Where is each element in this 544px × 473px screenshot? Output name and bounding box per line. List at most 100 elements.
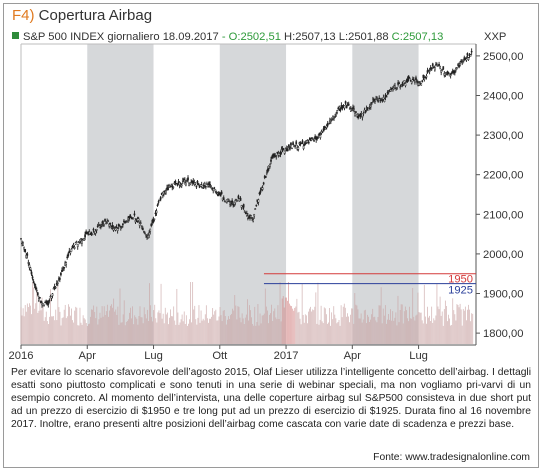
candle-body	[181, 179, 184, 182]
instrument-label: S&P 500 INDEX giornaliero 18.09.2017	[23, 31, 219, 43]
candle-body	[421, 80, 424, 83]
candle-body	[414, 81, 416, 83]
candle-body	[118, 225, 121, 227]
candle-body	[258, 192, 261, 195]
candle-body	[108, 223, 111, 227]
candle-body	[407, 75, 410, 79]
candle-body	[67, 253, 70, 257]
candle-body	[102, 220, 104, 224]
candle-body	[282, 148, 285, 150]
candle-body	[343, 105, 346, 109]
candle-body	[355, 111, 357, 113]
candle-body	[262, 182, 265, 185]
x-tick-label-2: Lug	[144, 350, 163, 362]
candle-body	[264, 175, 267, 178]
candle-body	[83, 238, 85, 241]
candle-body	[410, 80, 413, 84]
x-tick-label-1: Apr	[79, 350, 97, 362]
candle-body	[24, 249, 27, 253]
candle-body	[359, 114, 362, 118]
y-tick-label-6: 2400,00	[483, 90, 523, 102]
candle-body	[369, 105, 372, 108]
candle-body	[353, 108, 355, 110]
candle-body	[90, 231, 93, 235]
candle-body	[367, 108, 370, 111]
candle-body	[155, 210, 158, 214]
high-value: H:2507,13	[284, 31, 336, 43]
candle-body	[349, 108, 352, 112]
candle-body	[165, 190, 167, 194]
candle-body	[334, 116, 336, 118]
candle-body	[351, 108, 353, 110]
candle-body	[54, 286, 57, 289]
candle-body	[261, 187, 264, 190]
candle-body	[80, 238, 82, 242]
candle-body	[116, 228, 119, 231]
candle-body	[132, 217, 135, 220]
candle-body	[240, 205, 243, 208]
candle-body	[420, 83, 423, 86]
candle-body	[422, 74, 425, 78]
candle-body	[154, 212, 157, 215]
candle-body	[107, 220, 110, 222]
candle-body	[234, 200, 237, 204]
candle-body	[138, 223, 141, 226]
candle-body	[126, 221, 128, 223]
candle-body	[250, 215, 252, 218]
candle-body	[330, 119, 332, 122]
y-tick-label-0: 1800,00	[483, 328, 523, 340]
x-tick-label-4: 2017	[274, 350, 299, 362]
candle-body	[384, 94, 387, 98]
candle-body	[209, 183, 211, 186]
candle-body	[254, 208, 257, 210]
candle-body	[171, 185, 174, 188]
candle-body	[29, 267, 32, 270]
candle-body	[311, 137, 313, 140]
candle-body	[52, 288, 55, 290]
candle-body	[313, 140, 315, 142]
candle-body	[456, 67, 458, 70]
candle-body	[156, 204, 159, 207]
candle-body	[222, 197, 225, 200]
candle-body	[227, 198, 229, 202]
candle-body	[251, 217, 253, 219]
candle-body	[48, 299, 51, 302]
candle-body	[440, 70, 443, 73]
y-tick-label-7: 2500,00	[483, 51, 523, 63]
candle-body	[124, 222, 126, 224]
candle-body	[73, 246, 76, 249]
candle-body	[297, 147, 300, 150]
candle-body	[152, 219, 155, 223]
candle-body	[362, 112, 365, 115]
candle-body	[61, 269, 63, 273]
candle-body	[242, 204, 245, 208]
candle-body	[453, 71, 456, 74]
candle-body	[187, 177, 189, 181]
candle-body	[438, 63, 440, 66]
candle-body	[65, 262, 68, 265]
candle-body	[401, 83, 404, 86]
candle-body	[106, 221, 108, 223]
candle-body	[450, 72, 453, 75]
candle-body	[86, 232, 89, 235]
candle-body	[63, 266, 65, 269]
candle-body	[129, 214, 132, 218]
candle-body	[115, 226, 118, 228]
candle-body	[186, 180, 188, 182]
candle-body	[197, 183, 200, 186]
candle-body	[306, 140, 309, 143]
candle-body	[332, 115, 334, 119]
candle-body	[233, 205, 236, 207]
candle-body	[205, 186, 207, 188]
candle-body	[292, 142, 294, 146]
candle-body	[99, 225, 102, 228]
candle-body	[273, 154, 276, 157]
candle-body	[288, 144, 290, 147]
candle-body	[286, 148, 289, 151]
candle-body	[26, 253, 29, 256]
candle-body	[382, 97, 385, 100]
candle-body	[335, 113, 337, 117]
candle-body	[333, 117, 335, 119]
candle-body	[157, 201, 160, 203]
candle-body	[399, 86, 402, 88]
